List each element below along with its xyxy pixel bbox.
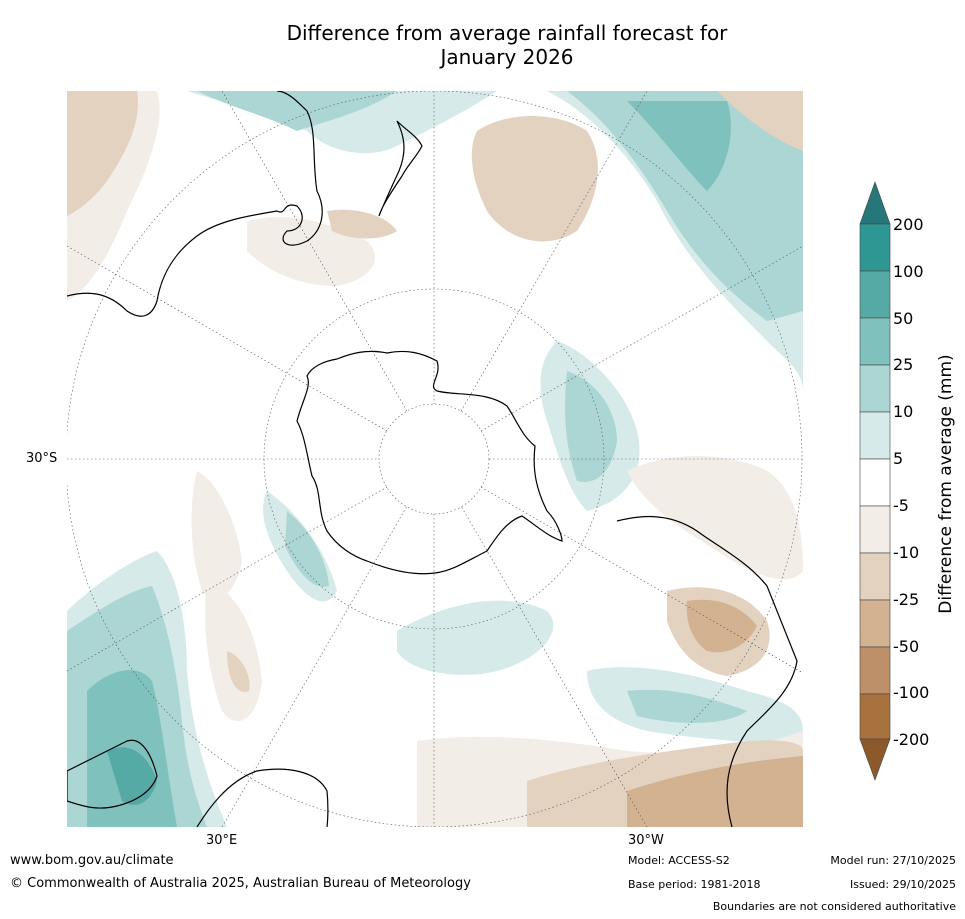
graticule <box>67 91 803 827</box>
chart-title: Difference from average rainfall forecas… <box>0 21 965 69</box>
cb-swatch-5-10 <box>859 411 891 460</box>
cb-label-10: 10 <box>893 402 914 421</box>
model-run-date: Model run: 27/10/2025 <box>830 854 956 867</box>
cb-swatch-neg10-neg25 <box>859 552 891 601</box>
africa-outline <box>67 739 158 809</box>
south-america-outline <box>616 516 798 827</box>
cb-label-200: 200 <box>893 215 924 234</box>
colorbar <box>859 181 891 781</box>
cb-label-neg25: -25 <box>893 590 920 609</box>
cb-label-25: 25 <box>893 355 914 374</box>
cb-swatch-neg5-neg10 <box>859 505 891 554</box>
longitude-label-west: 30°W <box>628 833 664 848</box>
cb-arrow-bottom <box>859 738 891 781</box>
issued-date: Issued: 29/10/2025 <box>849 878 956 891</box>
cb-label-50: 50 <box>893 309 914 328</box>
base-period: Base period: 1981-2018 <box>628 878 761 891</box>
cb-arrow-top <box>859 181 891 225</box>
cb-swatch-25-50 <box>859 317 891 366</box>
latitude-label: 30°S <box>26 451 58 466</box>
rainfall-anomaly-map <box>67 91 803 827</box>
cb-swatch-50-100 <box>859 270 891 319</box>
new-zealand-outline <box>378 120 423 217</box>
cb-swatch-neutral <box>859 458 891 507</box>
colorbar-swatches <box>859 181 891 781</box>
cb-swatch-neg100-neg200 <box>859 693 891 740</box>
model-name: Model: ACCESS-S2 <box>628 854 730 867</box>
coastlines <box>67 91 798 827</box>
cb-label-100: 100 <box>893 262 924 281</box>
cb-swatch-neg50-neg100 <box>859 646 891 695</box>
copyright-text: © Commonwealth of Australia 2025, Austra… <box>10 876 471 891</box>
cb-swatch-100-200 <box>859 223 891 272</box>
title-line-2: January 2026 <box>440 45 574 69</box>
cb-label-neg200: -200 <box>893 730 930 749</box>
australia-outline <box>67 91 323 317</box>
wet-anomaly-regions <box>67 91 803 827</box>
africa-coast-2 <box>196 768 329 827</box>
cb-swatch-neg25-neg50 <box>859 599 891 648</box>
bom-climate-link[interactable]: www.bom.gov.au/climate <box>10 853 174 868</box>
cb-label-5: 5 <box>893 449 904 468</box>
boundaries-disclaimer: Boundaries are not considered authoritat… <box>712 900 956 913</box>
colorbar-title: Difference from average (mm) <box>936 354 956 614</box>
cb-label-neg100: -100 <box>893 683 930 702</box>
longitude-label-east: 30°E <box>206 833 238 848</box>
antarctica-outline <box>296 350 563 575</box>
cb-label-neg50: -50 <box>893 637 920 656</box>
cb-swatch-10-25 <box>859 364 891 413</box>
title-line-1: Difference from average rainfall forecas… <box>286 21 728 45</box>
cb-label-neg10: -10 <box>893 543 920 562</box>
cb-label-neg5: -5 <box>893 496 909 515</box>
